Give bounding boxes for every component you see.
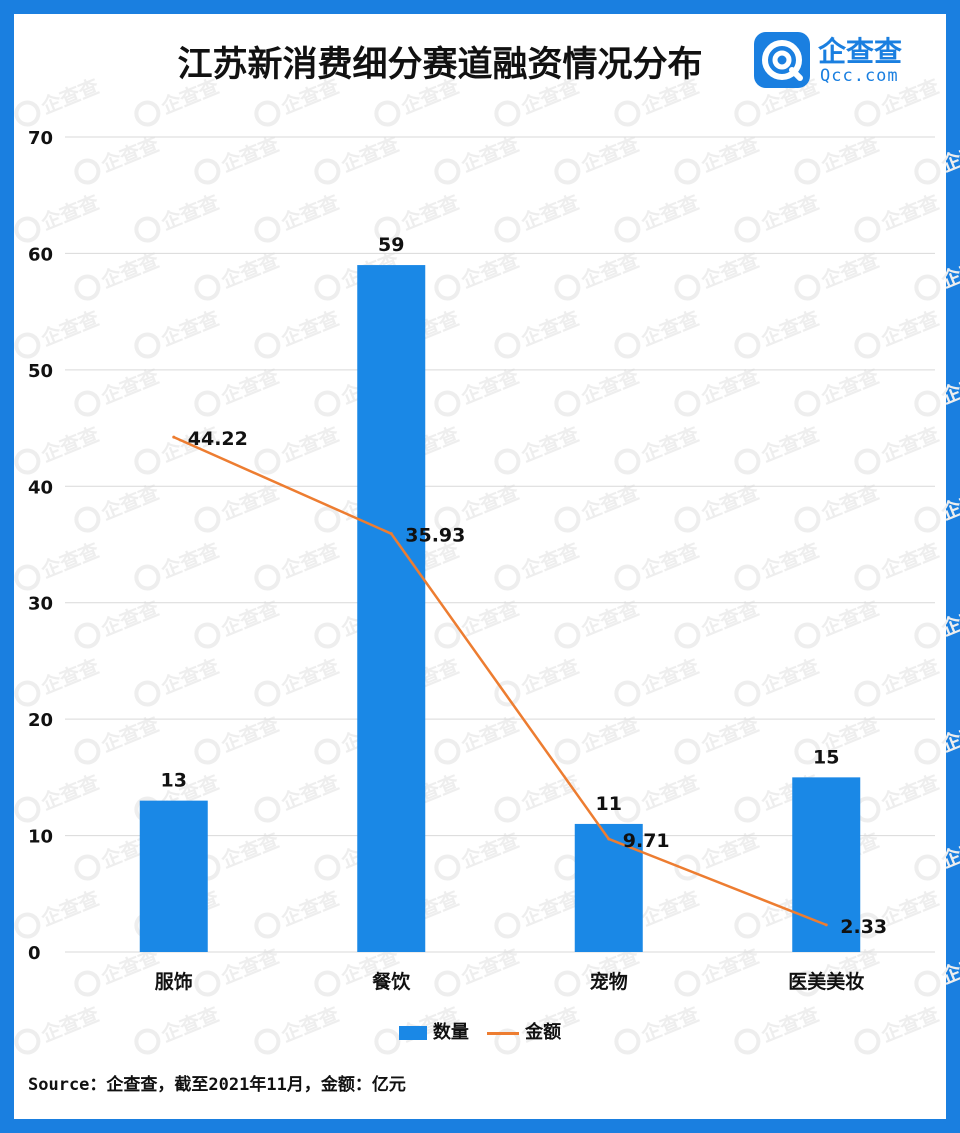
brand-logo: 企查查 Qcc.com	[754, 30, 934, 90]
line-data-label: 44.22	[188, 428, 248, 450]
y-tick-label: 50	[28, 361, 53, 382]
line-data-label: 2.33	[840, 916, 887, 938]
y-tick-label: 70	[28, 128, 53, 149]
legend-label-amount: 金额	[525, 1022, 562, 1043]
logo-name: 企查查	[818, 35, 903, 68]
legend-item-amount: 金额	[487, 1018, 561, 1044]
line-data-label: 35.93	[405, 525, 465, 547]
x-tick-label: 宠物	[590, 970, 628, 993]
logo-domain: Qcc.com	[820, 66, 899, 86]
line-point	[389, 532, 393, 536]
logo-mark-icon	[754, 32, 810, 88]
source-note: Source：企查查，截至2021年11月，金额：亿元	[28, 1075, 406, 1095]
y-tick-label: 20	[28, 710, 53, 731]
x-tick-label: 服饰	[155, 970, 193, 993]
legend-label-count: 数量	[432, 1022, 469, 1043]
x-tick-label: 餐饮	[372, 970, 411, 993]
y-tick-label: 10	[28, 827, 53, 848]
legend-item-count: 数量	[398, 1018, 469, 1044]
y-tick-label: 0	[28, 943, 41, 964]
line-point	[607, 837, 611, 841]
bar	[139, 800, 208, 952]
y-tick-label: 60	[28, 244, 53, 265]
legend-swatch-line	[487, 1031, 520, 1035]
y-tick-label: 30	[28, 594, 53, 615]
line-point	[172, 435, 176, 439]
bar-data-label: 13	[161, 770, 187, 792]
combo-chart: 0 10 20 30 40 50 60 70 13 59 11 15 服饰 餐饮 宠物 医美美妆 44.22 35…	[28, 128, 935, 993]
bar	[357, 265, 426, 953]
bar-data-label: 15	[813, 746, 839, 768]
bar	[792, 777, 861, 952]
line-point	[824, 923, 828, 927]
bar-data-label: 11	[596, 793, 622, 815]
legend: 数量 金额	[0, 1018, 960, 1044]
line-series-amount	[173, 436, 827, 927]
y-tick-label: 40	[28, 477, 53, 498]
line-data-label: 9.71	[623, 830, 670, 852]
x-tick-label: 医美美妆	[788, 970, 864, 993]
legend-swatch-bar	[398, 1026, 427, 1040]
bar	[574, 823, 643, 952]
chart-title: 江苏新消费细分赛道融资情况分布	[177, 45, 703, 85]
bar-data-label: 59	[378, 234, 404, 256]
